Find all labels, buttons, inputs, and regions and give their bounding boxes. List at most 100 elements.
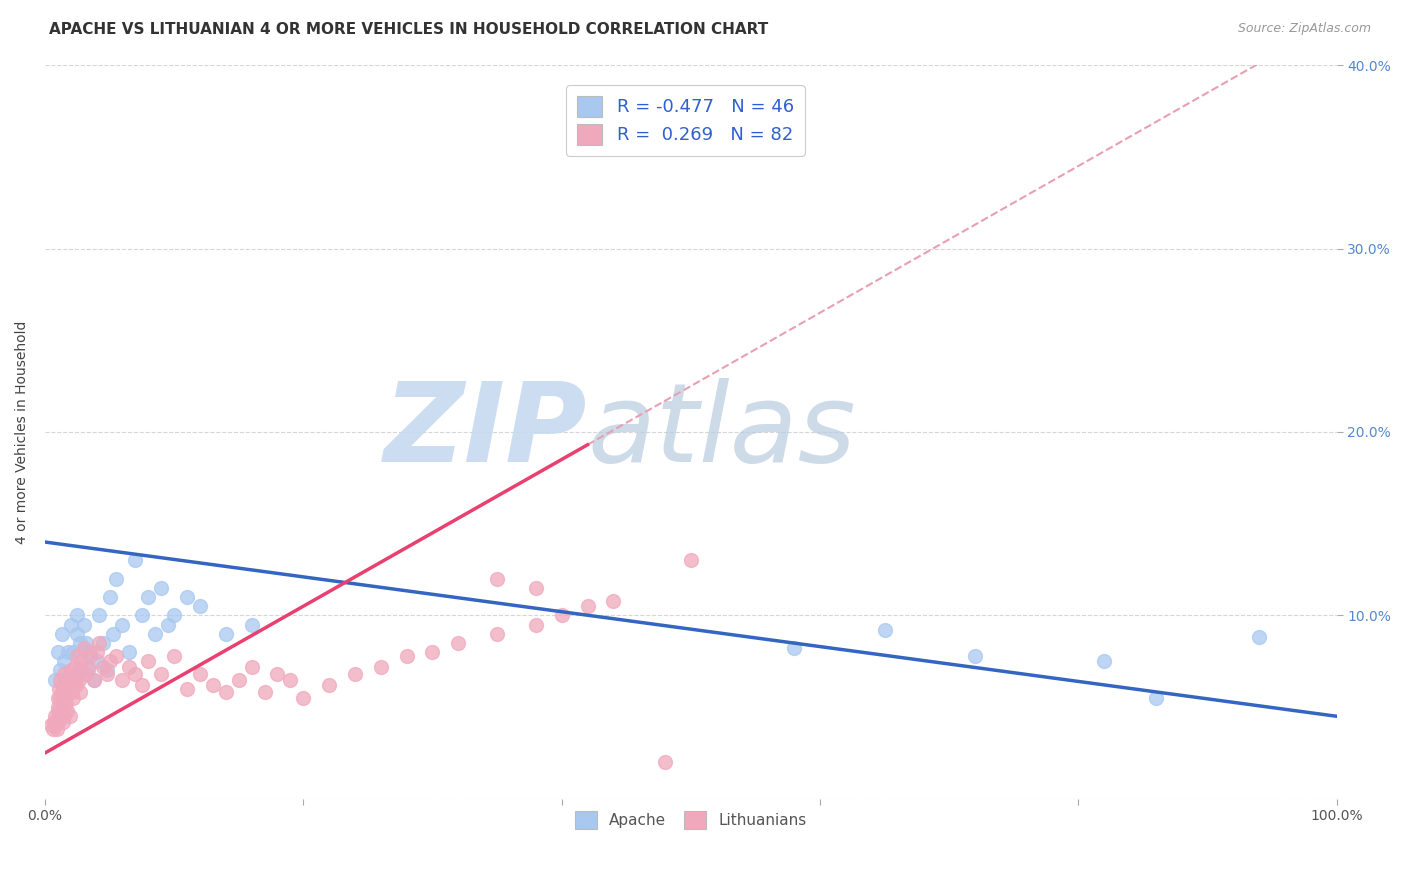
Point xyxy=(91,659,114,673)
Point xyxy=(67,673,90,687)
Point xyxy=(86,654,108,668)
Point xyxy=(96,667,118,681)
Text: APACHE VS LITHUANIAN 4 OR MORE VEHICLES IN HOUSEHOLD CORRELATION CHART: APACHE VS LITHUANIAN 4 OR MORE VEHICLES … xyxy=(49,22,769,37)
Point xyxy=(240,659,263,673)
Point xyxy=(150,581,173,595)
Point xyxy=(89,608,111,623)
Point xyxy=(41,718,63,732)
Point xyxy=(86,645,108,659)
Point xyxy=(156,617,179,632)
Point xyxy=(98,654,121,668)
Point xyxy=(188,599,211,614)
Point xyxy=(59,678,82,692)
Point xyxy=(124,667,146,681)
Point xyxy=(343,667,366,681)
Point xyxy=(66,608,89,623)
Point xyxy=(266,667,288,681)
Point xyxy=(46,714,69,729)
Point xyxy=(58,685,80,699)
Point xyxy=(44,718,66,732)
Point xyxy=(53,654,76,668)
Point xyxy=(143,626,166,640)
Point xyxy=(49,673,72,687)
Point xyxy=(1092,654,1115,668)
Point xyxy=(70,654,93,668)
Point xyxy=(280,673,302,687)
Point xyxy=(103,626,125,640)
Point xyxy=(76,659,98,673)
Point xyxy=(58,673,80,687)
Point xyxy=(55,673,77,687)
Point xyxy=(55,678,77,692)
Point xyxy=(201,678,224,692)
Point xyxy=(42,714,65,729)
Point xyxy=(163,608,186,623)
Point xyxy=(59,664,82,678)
Point xyxy=(51,704,73,718)
Point xyxy=(188,667,211,681)
Point xyxy=(395,648,418,663)
Point xyxy=(46,700,69,714)
Point xyxy=(550,608,572,623)
Point xyxy=(105,572,128,586)
Point xyxy=(215,626,238,640)
Point xyxy=(124,553,146,567)
Point xyxy=(215,685,238,699)
Point xyxy=(524,581,547,595)
Point xyxy=(66,667,89,681)
Point xyxy=(59,617,82,632)
Text: atlas: atlas xyxy=(588,378,856,485)
Point xyxy=(46,704,69,718)
Point xyxy=(60,685,83,699)
Point xyxy=(783,641,806,656)
Point xyxy=(111,617,134,632)
Point xyxy=(1249,631,1271,645)
Point xyxy=(524,617,547,632)
Point xyxy=(1144,690,1167,705)
Point xyxy=(176,590,198,604)
Point xyxy=(98,590,121,604)
Point xyxy=(76,664,98,678)
Point xyxy=(41,722,63,736)
Point xyxy=(79,645,101,659)
Point xyxy=(602,593,624,607)
Point xyxy=(75,636,97,650)
Point xyxy=(70,664,93,678)
Point xyxy=(56,685,79,699)
Point xyxy=(44,673,66,687)
Point xyxy=(228,673,250,687)
Point xyxy=(576,599,599,614)
Point xyxy=(873,623,896,637)
Point xyxy=(150,667,173,681)
Point xyxy=(49,690,72,705)
Point xyxy=(55,697,77,711)
Point xyxy=(53,690,76,705)
Point xyxy=(79,648,101,663)
Point xyxy=(58,709,80,723)
Point xyxy=(105,648,128,663)
Point xyxy=(136,654,159,668)
Point xyxy=(52,714,75,729)
Point xyxy=(56,704,79,718)
Point xyxy=(96,664,118,678)
Point xyxy=(83,673,105,687)
Point xyxy=(69,636,91,650)
Point xyxy=(69,685,91,699)
Point xyxy=(75,667,97,681)
Point xyxy=(370,659,392,673)
Point xyxy=(66,648,89,663)
Point xyxy=(253,685,276,699)
Point xyxy=(45,722,67,736)
Point xyxy=(486,572,509,586)
Point xyxy=(62,645,84,659)
Point xyxy=(65,678,87,692)
Point xyxy=(52,678,75,692)
Point xyxy=(48,681,70,696)
Point xyxy=(963,648,986,663)
Point xyxy=(58,645,80,659)
Point xyxy=(447,636,470,650)
Point xyxy=(91,636,114,650)
Point xyxy=(46,690,69,705)
Point xyxy=(53,667,76,681)
Point xyxy=(53,709,76,723)
